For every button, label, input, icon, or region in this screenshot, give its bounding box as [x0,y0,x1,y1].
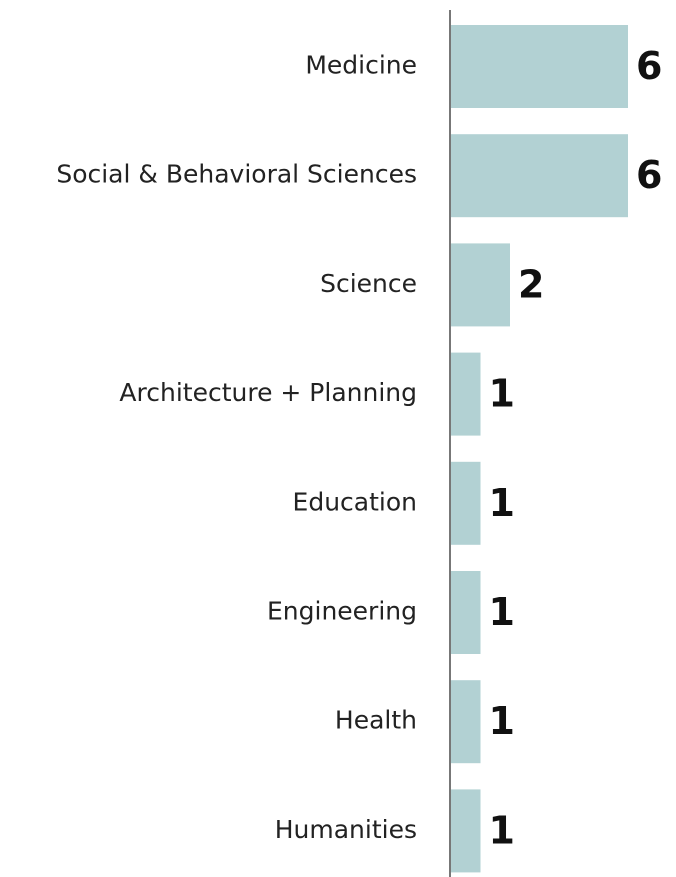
value-label: 1 [489,590,515,634]
bar [451,571,481,654]
value-label: 6 [636,153,662,197]
value-label: 1 [489,808,515,852]
category-label: Education [293,487,417,516]
value-label: 1 [489,699,515,743]
bar [451,680,481,764]
category-label: Medicine [305,51,417,80]
value-label: 6 [636,44,662,88]
bar [451,25,628,108]
category-label: Architecture + Planning [119,378,417,407]
bar [451,461,481,545]
bar [451,243,510,327]
category-label: Engineering [267,597,417,626]
category-label: Humanities [275,815,417,844]
category-label: Health [335,706,417,735]
category-label: Social & Behavioral Sciences [56,160,417,189]
value-label: 1 [489,372,515,416]
value-label: 2 [518,262,544,306]
bar [451,134,628,218]
value-label: 1 [489,481,515,525]
bar [451,352,481,436]
category-label: Science [320,269,417,298]
bar [451,789,481,873]
